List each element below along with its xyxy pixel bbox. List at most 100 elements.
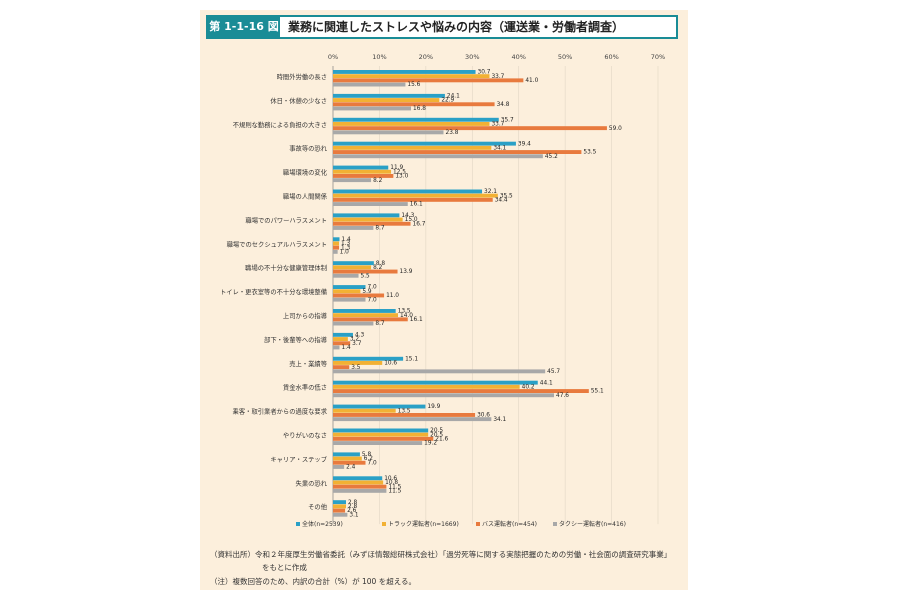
bar (333, 261, 374, 266)
x-tick-label: 60% (604, 53, 618, 61)
bar (333, 150, 582, 154)
data-label: 10.6 (384, 476, 397, 482)
data-label: 15.0 (405, 217, 418, 223)
bar (333, 408, 396, 413)
category-label: 時間外労働の長さ (277, 72, 327, 81)
figure-number: 第 1-1-16 図 (208, 17, 280, 37)
bar (333, 365, 350, 370)
bar (333, 488, 387, 493)
bar (333, 93, 445, 98)
data-label: 10.6 (384, 361, 397, 367)
bar (333, 512, 348, 517)
data-label: 32.1 (484, 189, 497, 195)
data-label: 1.0 (340, 250, 350, 256)
x-tick-label: 20% (419, 53, 433, 61)
category-label: トイレ・更衣室等の不十分な環境整備 (220, 287, 327, 296)
bar (333, 317, 408, 322)
data-label: 8.7 (375, 321, 385, 327)
data-label: 39.4 (518, 141, 531, 147)
figure-title-bar: 第 1-1-16 図 業務に関連したストレスや悩みの内容（運送業・労働者調査） (206, 15, 678, 39)
x-tick-label: 50% (558, 53, 572, 61)
bar (333, 332, 353, 337)
data-label: 34.4 (495, 198, 508, 204)
data-label: 40.2 (522, 385, 535, 391)
data-label: 8.2 (373, 265, 383, 271)
bar (333, 202, 408, 206)
bar (333, 117, 499, 122)
data-label: 23.8 (446, 130, 459, 136)
bar (333, 169, 392, 174)
bar (333, 98, 440, 102)
bar (333, 393, 554, 398)
source-line-2: をもとに作成 (262, 563, 307, 572)
bar (333, 504, 346, 509)
bar (333, 249, 338, 254)
bar (333, 456, 362, 461)
bar (333, 361, 383, 365)
category-label: 職場でのセクシュアルハラスメント (227, 239, 327, 248)
category-label: やりがいのなさ (283, 431, 327, 440)
data-label: 7.0 (368, 297, 378, 303)
bar (333, 417, 492, 422)
bar (333, 480, 384, 485)
data-label: 19.9 (427, 404, 440, 410)
data-label: 20.5 (430, 432, 443, 438)
bar (333, 197, 493, 202)
data-label: 35.7 (501, 117, 514, 123)
bar (333, 345, 340, 350)
data-label: 1.3 (341, 245, 351, 251)
bar (333, 337, 348, 341)
legend-swatch (296, 522, 300, 526)
data-label: 13.0 (395, 174, 408, 180)
bar (333, 241, 340, 246)
data-label: 3.5 (351, 365, 361, 371)
bar (333, 404, 426, 409)
data-label: 16.8 (413, 106, 426, 112)
data-label: 14.0 (400, 313, 413, 319)
bar (333, 465, 345, 469)
data-label: 8.8 (376, 261, 386, 267)
category-label: 乗客・取引業者からの過度な要求 (233, 407, 328, 416)
bar (333, 178, 372, 183)
bar (333, 289, 361, 294)
data-label: 5.9 (362, 289, 372, 295)
bar (333, 78, 524, 83)
data-label: 33.7 (491, 122, 504, 128)
data-label: 13.5 (398, 309, 411, 315)
data-label: 13.9 (400, 269, 413, 275)
bar (333, 460, 366, 465)
figure-title: 業務に関連したストレスや悩みの内容（運送業・労働者調査） (288, 20, 625, 34)
bar (333, 130, 444, 135)
bar (333, 102, 495, 107)
bar (333, 70, 476, 74)
data-label: 3.2 (350, 337, 360, 343)
data-label: 2.8 (348, 504, 358, 510)
category-label: 不規則な勤務による負担の大きさ (233, 120, 327, 129)
category-label: 職場でのパワーハラスメント (245, 215, 327, 224)
x-tick-label: 10% (372, 53, 386, 61)
bar (333, 74, 490, 79)
data-label: 2.4 (346, 465, 356, 471)
data-label: 24.1 (447, 94, 460, 100)
bar (333, 189, 483, 194)
bar (333, 122, 490, 126)
data-label: 10.8 (385, 480, 398, 486)
x-tick-label: 30% (465, 53, 479, 61)
bar (333, 508, 346, 513)
bar (333, 484, 387, 489)
data-label: 34.1 (493, 146, 506, 152)
x-tick-label: 40% (511, 53, 525, 61)
bar (333, 413, 476, 417)
data-label: 34.8 (497, 102, 510, 108)
bar (333, 428, 429, 433)
data-label: 45.2 (545, 154, 558, 160)
data-label: 16.1 (410, 317, 423, 323)
legend-label: バス運転者(n=454) (482, 520, 537, 528)
source-line-1: （資料出所）令和２年度厚生労働省委託（みずほ情報総研株式会社）「過労死等に関する… (210, 550, 672, 559)
footnote: （注）複数回答のため、内訳の合計（%）が 100 を超える。 (210, 577, 416, 586)
legend-label: 全体(n=2539) (302, 520, 343, 528)
bar (333, 389, 589, 393)
bar (333, 432, 429, 437)
legend-swatch (553, 522, 557, 526)
category-label: 事故等の恐れ (289, 144, 327, 153)
